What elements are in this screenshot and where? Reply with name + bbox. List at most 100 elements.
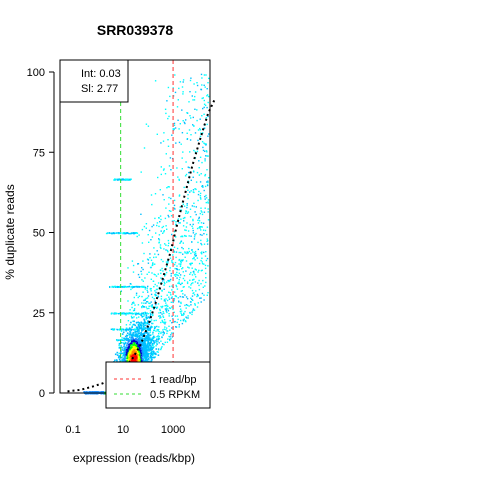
point [127,347,130,350]
point [188,247,190,250]
point [162,321,164,323]
point [148,348,150,351]
point [160,218,162,221]
point [140,213,142,215]
point [200,73,203,76]
point [168,291,170,293]
point [104,393,106,395]
point [179,209,181,211]
point [194,188,196,190]
point [135,232,137,234]
point [159,317,161,319]
point [126,344,128,346]
point [155,345,157,347]
point [121,333,124,335]
point [131,334,133,337]
point [147,349,149,351]
point [184,252,186,254]
point [171,336,173,338]
point [122,357,125,360]
point [189,223,191,226]
point [165,153,167,155]
point [138,351,140,353]
point [136,327,139,330]
point [131,317,134,319]
point [183,220,185,222]
point [135,360,138,362]
point [167,86,170,89]
x-tick-label: 1000 [161,424,185,436]
point [196,82,198,84]
point [175,284,177,287]
point [198,227,200,229]
point [147,335,149,338]
point [155,256,157,258]
point [179,242,181,244]
point [167,305,169,307]
point [155,306,157,309]
point [147,329,150,331]
point [160,298,163,300]
point [138,335,140,338]
point [202,286,204,288]
point [132,344,134,346]
point [190,284,192,286]
point [169,267,171,269]
point [135,314,137,316]
point [192,170,195,172]
point [185,229,187,232]
point [168,325,170,327]
point [149,257,151,259]
point [152,314,154,317]
point [161,226,163,229]
point [128,344,130,346]
point [185,235,187,237]
point [180,260,182,262]
point [145,123,148,125]
point [141,279,143,281]
point [194,132,197,134]
point [166,299,169,302]
point [162,260,164,263]
point [180,302,182,305]
point [160,142,162,144]
point [119,286,121,288]
point [185,307,187,309]
point [136,336,139,338]
point [159,221,161,223]
point [178,195,181,197]
point [153,339,155,342]
point [126,339,128,341]
point [193,278,195,281]
point [176,288,179,290]
point [203,74,206,76]
point [145,306,147,308]
point [156,342,158,344]
point [125,351,127,354]
point [169,278,172,281]
point [146,347,148,349]
point [186,251,188,253]
point [182,248,184,250]
point [156,328,158,331]
point [153,327,156,330]
point [201,161,203,164]
point [180,143,182,145]
point [130,329,132,332]
point [180,308,182,310]
point [158,337,160,339]
point [196,109,198,111]
point [162,194,164,196]
point [114,359,116,362]
point [143,342,145,345]
point [142,349,145,352]
point [159,215,162,217]
point [136,328,138,331]
point [124,347,126,349]
point [147,340,149,343]
point [193,99,196,101]
point [150,339,152,342]
point [188,250,190,253]
point [167,262,169,264]
point [179,260,182,262]
